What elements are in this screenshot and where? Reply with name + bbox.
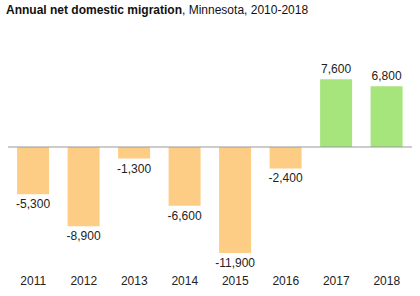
svg-text:6,800: 6,800 — [372, 69, 402, 83]
svg-text:-2,400: -2,400 — [269, 171, 303, 185]
svg-text:2014: 2014 — [171, 274, 198, 288]
svg-text:-5,300: -5,300 — [16, 197, 50, 211]
svg-text:2016: 2016 — [272, 274, 299, 288]
svg-text:2017: 2017 — [323, 274, 350, 288]
svg-text:2012: 2012 — [70, 274, 97, 288]
svg-text:2018: 2018 — [373, 274, 400, 288]
svg-text:2013: 2013 — [121, 274, 148, 288]
svg-text:-8,900: -8,900 — [67, 229, 101, 243]
svg-text:2011: 2011 — [20, 274, 46, 288]
svg-text:-11,900: -11,900 — [215, 256, 255, 270]
html-text:Annual net domestic migration,: Annual net domestic migration, Minnesota… — [6, 3, 309, 17]
svg-text:-1,300: -1,300 — [117, 162, 151, 176]
svg-text:7,600: 7,600 — [321, 62, 351, 76]
svg-text:2015: 2015 — [222, 274, 249, 288]
svg-text:-6,600: -6,600 — [168, 209, 202, 223]
